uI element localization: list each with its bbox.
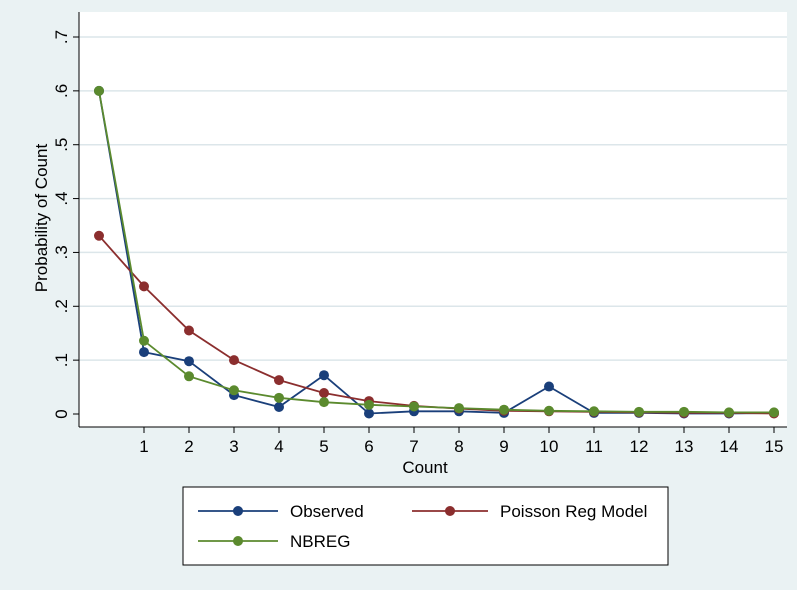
poisson-reg-model-point (319, 387, 329, 398)
observed-point (139, 347, 149, 358)
nbreg-point (184, 371, 194, 382)
poisson-reg-model-point (229, 355, 239, 366)
gridlines (79, 36, 787, 361)
nbreg-point (634, 406, 644, 417)
x-tick-label: 11 (585, 437, 603, 456)
observed-point (319, 370, 329, 381)
nbreg-point (274, 392, 284, 403)
axis-labels: Count Probability of Count (32, 144, 448, 477)
plot-area (79, 12, 787, 427)
legend: Observed Poisson Reg Model NBREG (182, 486, 669, 566)
nbreg-point (454, 403, 464, 414)
nbreg-point (589, 406, 599, 417)
observed-point (274, 401, 284, 412)
x-tick-label: 9 (499, 437, 508, 456)
poisson-reg-model-point (184, 325, 194, 336)
x-axis-title: Count (402, 458, 448, 477)
observed-point (184, 356, 194, 367)
nbreg-point (364, 399, 374, 410)
legend-label: Poisson Reg Model (500, 502, 647, 521)
nbreg-point (724, 407, 734, 418)
x-tick-label: 10 (540, 437, 559, 456)
y-tick-label: .7 (52, 30, 71, 44)
legend-label: NBREG (290, 532, 350, 551)
x-tick-label: 2 (184, 437, 193, 456)
y-tick-label: 0 (52, 409, 71, 418)
poisson-reg-model-point (94, 230, 104, 241)
nbreg-point (229, 385, 239, 396)
legend-swatch-marker (445, 506, 455, 516)
y-tick-label: .4 (52, 191, 71, 205)
x-tick-label: 7 (409, 437, 418, 456)
legend-item-nbreg: NBREG (198, 532, 350, 551)
observed-point (364, 408, 374, 419)
x-tick-label: 4 (274, 437, 283, 456)
observed-point (544, 381, 554, 392)
legend-label: Observed (290, 502, 364, 521)
y-tick-label: .2 (52, 299, 71, 313)
y-tick-label: .5 (52, 138, 71, 152)
x-tick-label: 5 (319, 437, 328, 456)
legend-swatch-marker (233, 506, 243, 516)
nbreg-point (139, 335, 149, 346)
x-tick-label: 8 (454, 437, 463, 456)
poisson-reg-model-point (139, 281, 149, 292)
nbreg-point (319, 397, 329, 408)
nbreg-line (98, 90, 774, 414)
series-lines (94, 85, 779, 419)
x-tick-label: 13 (675, 437, 694, 456)
x-tick-label: 12 (630, 437, 649, 456)
nbreg-point (409, 401, 419, 412)
nbreg-point (544, 405, 554, 416)
axes: 0.1.2.3.4.5.6.71 2 3 4 5 6 7 8 9 10 11 12 13 14 15 (52, 12, 787, 456)
y-tick-label: .3 (52, 245, 71, 259)
nbreg-point (499, 404, 509, 415)
y-axis-title: Probability of Count (32, 144, 51, 293)
poisson-reg-model-point (274, 375, 284, 386)
nbreg-point (769, 407, 779, 418)
legend-box (182, 486, 669, 566)
x-tick-label: 3 (229, 437, 238, 456)
x-tick-label: 6 (364, 437, 373, 456)
y-tick-label: .1 (52, 353, 71, 367)
nbreg-point (94, 85, 104, 96)
legend-item-observed: Observed (198, 502, 364, 521)
nbreg-point (679, 406, 689, 417)
y-tick-label: .6 (52, 84, 71, 98)
x-tick-label: 14 (720, 437, 739, 456)
x-tick-label: 1 (139, 437, 148, 456)
legend-item-poisson-reg-model: Poisson Reg Model (412, 502, 647, 521)
x-tick-label: 15 (765, 437, 784, 456)
legend-swatch-marker (233, 536, 243, 546)
